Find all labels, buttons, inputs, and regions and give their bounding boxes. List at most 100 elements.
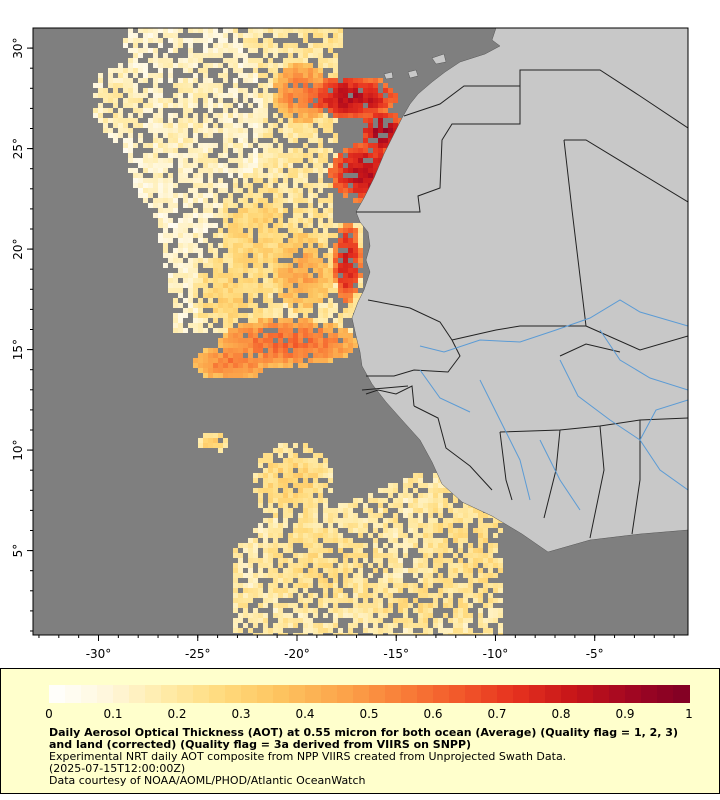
aot-cell [368, 98, 373, 103]
aot-cell [278, 618, 283, 623]
aot-cell [488, 598, 493, 603]
aot-cell [163, 223, 168, 228]
aot-cell [258, 263, 263, 268]
aot-cell [478, 578, 483, 583]
aot-cell [413, 633, 418, 635]
aot-cell [273, 278, 278, 283]
aot-cell [393, 573, 398, 578]
aot-cell [318, 83, 323, 88]
aot-cell [238, 278, 243, 283]
aot-cell [258, 308, 263, 313]
aot-cell [238, 138, 243, 143]
aot-cell [308, 203, 313, 208]
aot-cell [423, 613, 428, 618]
aot-cell [348, 553, 353, 558]
aot-cell [178, 288, 183, 293]
aot-cell [348, 103, 353, 108]
aot-cell [243, 373, 248, 378]
aot-cell [353, 563, 358, 568]
aot-cell [313, 333, 318, 338]
aot-cell [193, 78, 198, 83]
aot-cell [438, 508, 443, 513]
aot-cell [323, 243, 328, 248]
aot-cell [313, 608, 318, 613]
aot-cell [403, 603, 408, 608]
aot-cell [453, 498, 458, 503]
aot-cell [178, 58, 183, 63]
aot-cell [183, 268, 188, 273]
aot-cell [483, 528, 488, 533]
aot-cell [328, 348, 333, 353]
aot-cell [268, 248, 273, 253]
aot-cell [208, 38, 213, 43]
aot-cell [233, 333, 238, 338]
aot-cell [378, 613, 383, 618]
aot-cell [193, 268, 198, 273]
aot-cell [213, 93, 218, 98]
aot-cell [313, 133, 318, 138]
aot-cell [418, 513, 423, 518]
aot-cell [218, 353, 223, 358]
aot-cell [438, 493, 443, 498]
aot-cell [268, 123, 273, 128]
aot-cell [303, 288, 308, 293]
aot-cell [438, 578, 443, 583]
aot-cell [488, 548, 493, 553]
aot-cell [183, 98, 188, 103]
aot-cell [258, 238, 263, 243]
aot-cell [458, 568, 463, 573]
aot-cell [288, 278, 293, 283]
aot-cell [338, 568, 343, 573]
aot-cell [133, 63, 138, 68]
aot-cell [318, 283, 323, 288]
aot-cell [208, 278, 213, 283]
aot-cell [353, 223, 358, 228]
aot-cell [323, 588, 328, 593]
aot-cell [298, 468, 303, 473]
aot-cell [353, 103, 358, 108]
aot-cell [193, 128, 198, 133]
aot-cell [263, 228, 268, 233]
aot-cell [263, 618, 268, 623]
aot-cell [333, 178, 338, 183]
aot-cell [348, 348, 353, 353]
aot-cell [433, 563, 438, 568]
aot-cell [188, 288, 193, 293]
aot-cell [333, 263, 338, 268]
aot-cell [403, 483, 408, 488]
aot-cell [273, 608, 278, 613]
aot-cell [353, 338, 358, 343]
aot-cell [313, 488, 318, 493]
aot-cell [148, 123, 153, 128]
aot-cell [273, 228, 278, 233]
aot-cell [173, 183, 178, 188]
aot-cell [223, 333, 228, 338]
aot-cell [378, 128, 383, 133]
aot-cell [368, 83, 373, 88]
aot-cell [393, 513, 398, 518]
aot-cell [163, 123, 168, 128]
aot-cell [498, 588, 503, 593]
aot-cell [313, 518, 318, 523]
aot-cell [213, 363, 218, 368]
aot-cell [238, 173, 243, 178]
aot-cell [328, 478, 333, 483]
x-tick-label: -5° [586, 647, 604, 661]
aot-cell [313, 68, 318, 73]
aot-cell [178, 233, 183, 238]
aot-cell [278, 343, 283, 348]
aot-cell [233, 583, 238, 588]
aot-cell [263, 203, 268, 208]
aot-cell [318, 33, 323, 38]
aot-cell [303, 298, 308, 303]
aot-cell [278, 358, 283, 363]
aot-cell [408, 543, 413, 548]
aot-cell [258, 213, 263, 218]
aot-cell [303, 218, 308, 223]
aot-cell [418, 548, 423, 553]
aot-cell [188, 43, 193, 48]
aot-cell [253, 363, 258, 368]
aot-cell [308, 153, 313, 158]
aot-cell [358, 293, 363, 298]
aot-cell [348, 263, 353, 268]
